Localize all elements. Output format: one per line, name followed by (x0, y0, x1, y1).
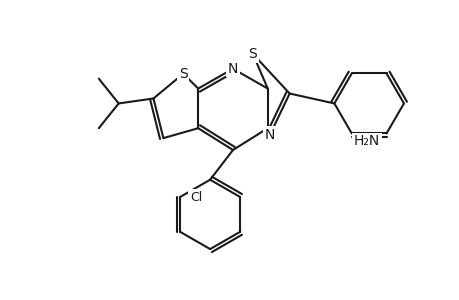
Text: N: N (227, 62, 238, 76)
Text: H₂N: H₂N (353, 134, 379, 148)
Text: S: S (248, 47, 257, 61)
Text: N: N (264, 128, 274, 142)
Text: S: S (179, 67, 187, 81)
Text: Cl: Cl (190, 190, 202, 204)
